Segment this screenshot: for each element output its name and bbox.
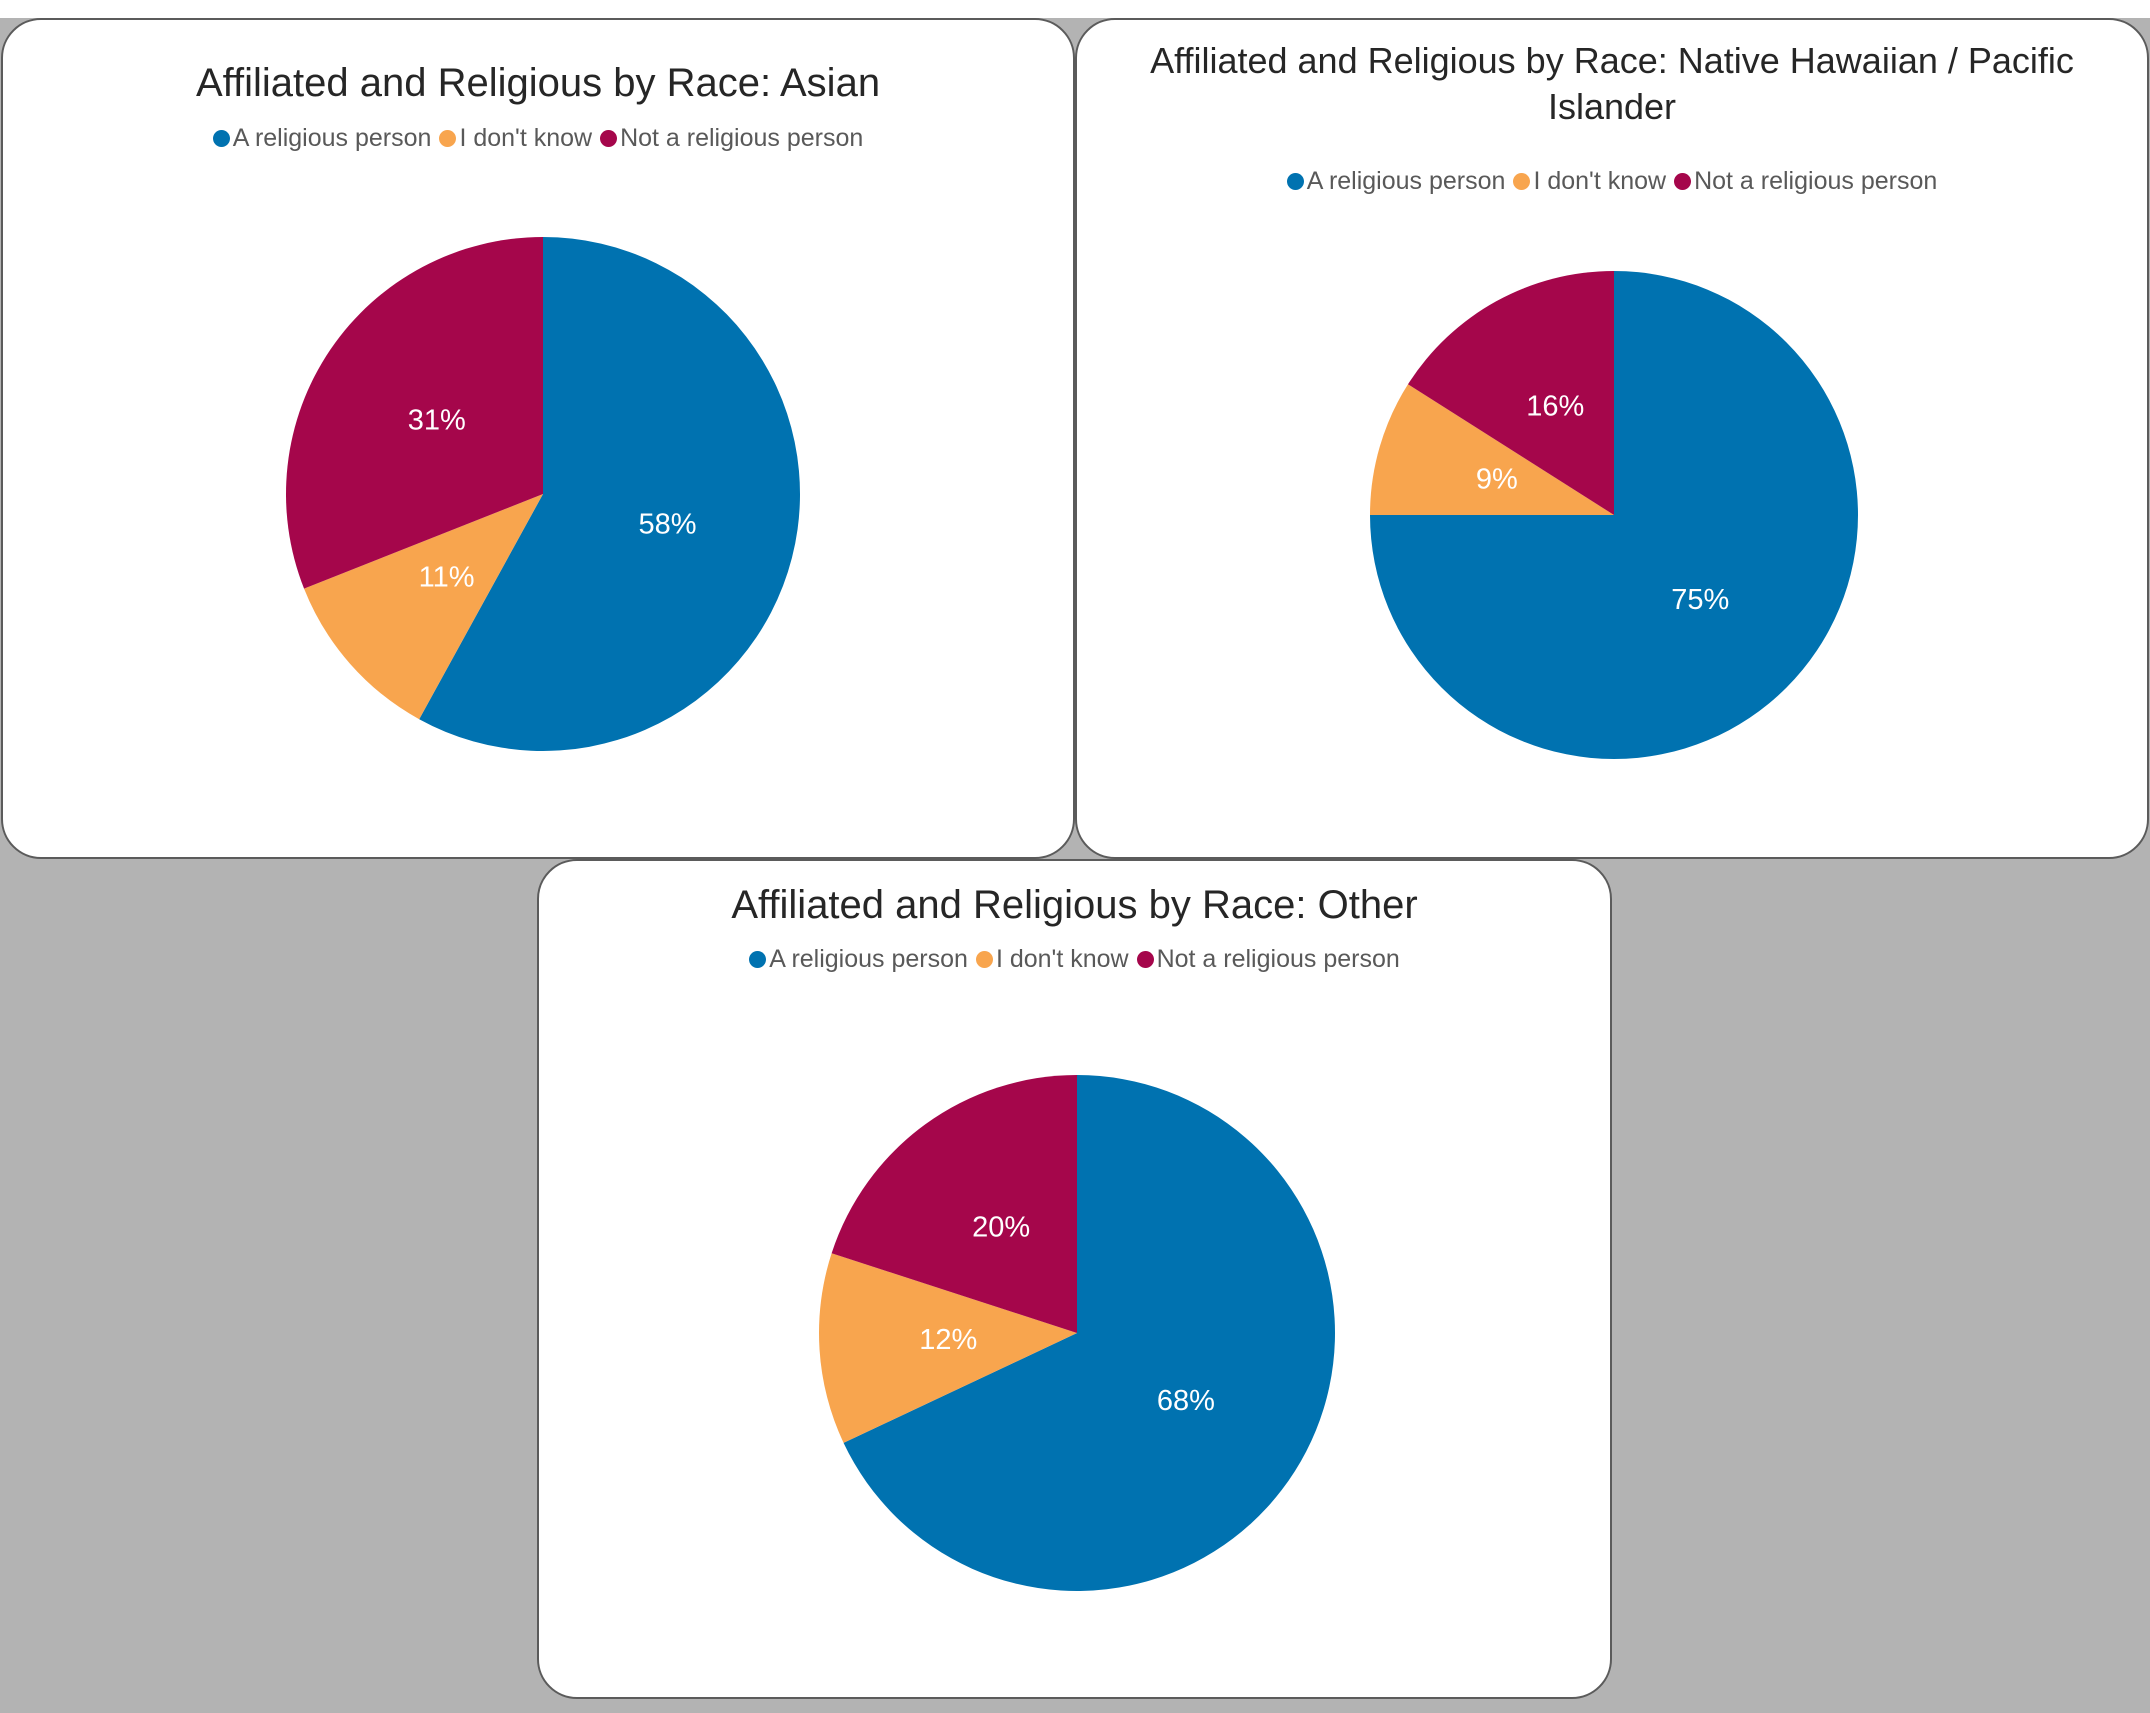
chart-legend: A religious person I don't know Not a re… — [3, 124, 1073, 153]
slice-dont-know — [819, 1253, 1077, 1443]
legend-item-religious: A religious person — [749, 945, 968, 974]
legend-swatch — [1674, 173, 1692, 190]
legend-swatch — [749, 951, 767, 968]
legend-label: A religious person — [1306, 167, 1506, 195]
legend-swatch — [1513, 173, 1531, 190]
legend-swatch — [600, 130, 618, 147]
legend-item-not-religious: Not a religious person — [1674, 167, 1937, 196]
data-label: 75% — [1671, 584, 1729, 616]
chart-title: Affiliated and Religious by Race: Other — [731, 883, 1418, 927]
slice-dont-know — [304, 494, 543, 720]
pie-chart-other: 68% 12% 20% — [819, 1075, 1335, 1591]
legend-label: A religious person — [769, 945, 968, 973]
legend-item-dont-know: I don't know — [439, 124, 592, 153]
data-label: 12% — [919, 1324, 977, 1356]
legend-swatch — [1286, 173, 1304, 190]
data-label: 11% — [419, 562, 475, 594]
legend-swatch — [439, 130, 457, 147]
legend-label: Not a religious person — [620, 124, 864, 152]
legend-item-dont-know: I don't know — [975, 945, 1129, 974]
data-label: 20% — [972, 1211, 1030, 1243]
legend-label: I don't know — [459, 124, 593, 152]
legend-label: I don't know — [995, 945, 1129, 973]
legend-item-dont-know: I don't know — [1513, 167, 1666, 196]
legend-label: Not a religious person — [1156, 945, 1400, 973]
pie-chart-native-hawaiian: 75% 9% 16% — [1370, 271, 1858, 759]
data-label: 58% — [638, 509, 696, 541]
top-strip — [0, 0, 2150, 18]
slice-dont-know — [1370, 384, 1614, 515]
chart-card-native-hawaiian: Affiliated and Religious by Race: Native… — [1075, 18, 2149, 859]
chart-title: Affiliated and Religious by Race: Native… — [1150, 40, 2074, 127]
chart-legend: A religious person I don't know Not a re… — [1077, 167, 2147, 196]
legend-label: A religious person — [232, 124, 432, 152]
legend-label: I don't know — [1533, 167, 1667, 195]
slice-religious — [843, 1075, 1335, 1591]
chart-title: Affiliated and Religious by Race: Asian — [195, 61, 881, 105]
legend-item-not-religious: Not a religious person — [600, 124, 863, 153]
data-label: 16% — [1526, 391, 1584, 423]
legend-label: Not a religious person — [1694, 167, 1938, 195]
pie-chart-asian: 58% 11% 31% — [285, 237, 800, 751]
legend-item-religious: A religious person — [1286, 167, 1506, 196]
chart-legend: A religious person I don't know Not a re… — [539, 945, 1610, 974]
data-label: 31% — [408, 404, 466, 436]
legend-swatch — [1136, 951, 1154, 968]
slice-religious — [419, 237, 800, 751]
data-label: 68% — [1157, 1385, 1215, 1417]
slice-not-religious — [285, 237, 543, 589]
slice-not-religious — [1407, 271, 1614, 515]
chart-card-asian: Affiliated and Religious by Race: Asian … — [1, 18, 1075, 859]
slice-not-religious — [831, 1075, 1077, 1333]
legend-item-not-religious: Not a religious person — [1136, 945, 1400, 974]
legend-swatch — [212, 130, 230, 147]
legend-item-religious: A religious person — [212, 124, 432, 153]
legend-swatch — [975, 951, 993, 968]
chart-card-other: Affiliated and Religious by Race: Other … — [537, 859, 1612, 1699]
data-label: 9% — [1476, 464, 1518, 496]
